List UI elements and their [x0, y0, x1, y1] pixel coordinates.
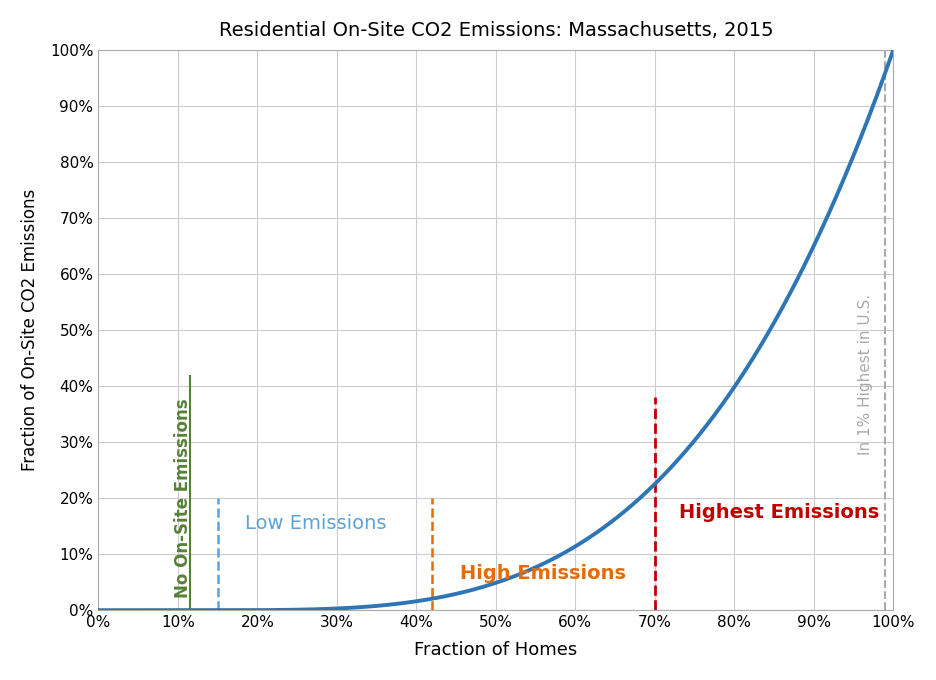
X-axis label: Fraction of Homes: Fraction of Homes [415, 641, 578, 659]
Text: In 1% Highest in U.S.: In 1% Highest in U.S. [858, 294, 873, 456]
Y-axis label: Fraction of On-Site CO2 Emissions: Fraction of On-Site CO2 Emissions [21, 189, 38, 471]
Title: Residential On-Site CO2 Emissions: Massachusetts, 2015: Residential On-Site CO2 Emissions: Massa… [218, 21, 773, 40]
Text: Low Emissions: Low Emissions [245, 514, 387, 533]
Text: Highest Emissions: Highest Emissions [679, 503, 879, 522]
Text: High Emissions: High Emissions [461, 564, 626, 583]
Text: No On-Site Emissions: No On-Site Emissions [174, 398, 193, 598]
